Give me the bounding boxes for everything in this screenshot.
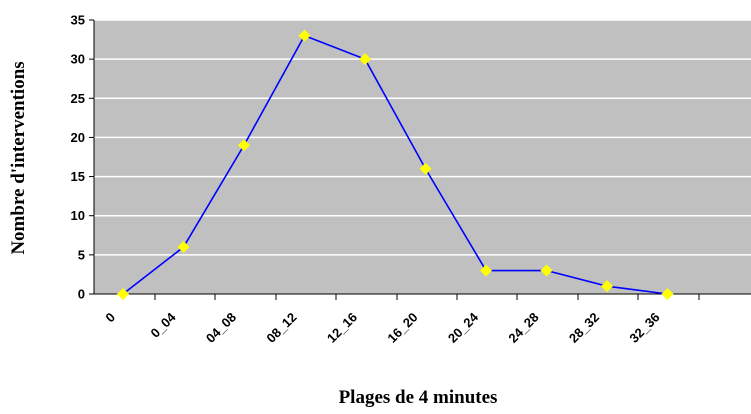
y-ticks: 0 5 10 15 20 25 30 35 — [71, 13, 85, 302]
x-tick-label: 24_28 — [505, 310, 541, 346]
y-tick-label: 20 — [71, 130, 85, 145]
y-axis-title: Nombre d'interventions — [8, 61, 29, 254]
y-tick-label: 15 — [71, 169, 85, 184]
y-tick-label: 10 — [71, 208, 85, 223]
data-point — [238, 139, 250, 152]
x-tick-label: 32_36 — [626, 310, 662, 346]
x-tick-label: 04_08 — [203, 310, 239, 346]
data-point — [601, 280, 613, 293]
x-tick-label: 12_16 — [324, 310, 360, 346]
plot-area — [94, 20, 751, 294]
x-tick-label: 08_12 — [263, 310, 299, 346]
y-tick-label: 25 — [71, 91, 85, 106]
data-point — [359, 53, 371, 66]
x-tick-label: 0 — [102, 310, 118, 326]
data-point — [177, 241, 190, 254]
x-tick-label: 28_32 — [566, 310, 602, 346]
y-tick-label: 0 — [78, 287, 85, 302]
markers — [117, 29, 674, 300]
x-ticks: 0 0_04 04_08 08_12 12_16 16_20 20_24 24_28 28_32… — [102, 309, 662, 346]
x-tick-label: 0_04 — [148, 309, 180, 341]
series-line — [122, 34, 668, 295]
data-point — [540, 264, 553, 277]
x-tick-label: 20_24 — [445, 309, 482, 346]
axes — [89, 19, 751, 300]
x-axis-title: Plages de 4 minutes — [339, 387, 498, 408]
x-tick-label: 16_20 — [384, 310, 420, 346]
data-point — [298, 29, 311, 42]
data-point — [419, 162, 432, 175]
y-tick-label: 35 — [71, 13, 85, 28]
data-point — [117, 288, 129, 300]
gridlines — [94, 19, 751, 256]
y-tick-label: 5 — [78, 247, 85, 262]
data-point — [480, 264, 492, 277]
data-point — [661, 288, 674, 300]
y-tick-label: 30 — [71, 52, 85, 67]
